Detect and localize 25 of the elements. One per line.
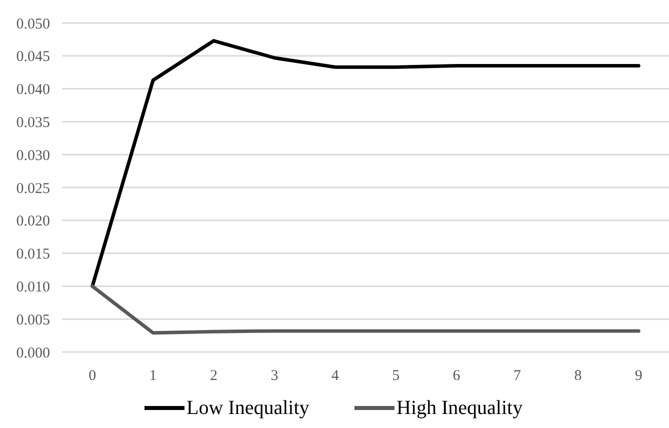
line-series xyxy=(90,39,640,288)
y-tick-label: 0.005 xyxy=(16,312,50,328)
y-tick-label: 0.045 xyxy=(16,49,50,66)
x-tick-label: 4 xyxy=(331,368,340,384)
x-tick-label: 3 xyxy=(270,368,278,384)
x-tick-label: 7 xyxy=(514,368,522,384)
x-tick-label: 6 xyxy=(452,368,461,384)
x-tick-label: 0 xyxy=(88,368,96,384)
y-tick-label: 0.040 xyxy=(16,82,50,98)
line-series xyxy=(90,284,640,335)
y-tick-label: 0.030 xyxy=(16,148,50,164)
y-tick-label: 0.050 xyxy=(16,16,50,32)
y-tick-label: 0.000 xyxy=(16,345,50,362)
y-tick-label: 0.020 xyxy=(16,214,50,230)
y-tick-label: 0.035 xyxy=(16,114,50,131)
x-tick-label: 2 xyxy=(210,368,218,384)
y-tick-label: 0.025 xyxy=(16,180,50,197)
legend-label: High Inequality xyxy=(396,397,523,419)
x-tick-label: 9 xyxy=(634,368,642,384)
x-tick-label: 1 xyxy=(149,368,157,384)
x-tick-label: 5 xyxy=(392,368,400,384)
legend-label: Low Inequality xyxy=(186,397,310,419)
x-tick-label: 8 xyxy=(574,368,582,384)
y-tick-label: 0.010 xyxy=(16,279,50,296)
y-tick-label: 0.015 xyxy=(16,246,50,263)
